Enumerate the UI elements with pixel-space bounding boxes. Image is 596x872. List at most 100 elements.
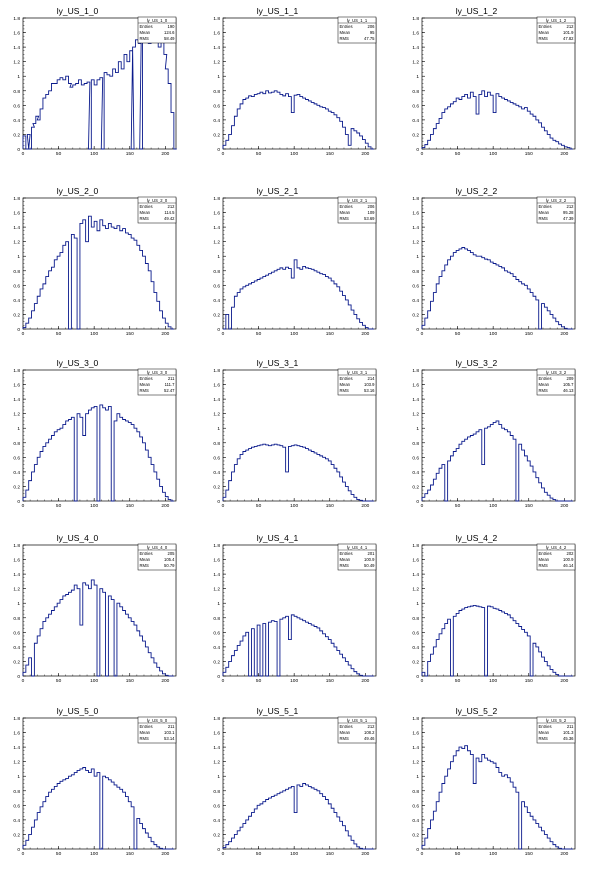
x-tick-label: 100 — [489, 851, 497, 857]
stats-box-frame — [137, 716, 177, 744]
stats-value: 95 — [370, 30, 375, 35]
stats-value: 105.7 — [563, 382, 574, 387]
x-tick-label: 150 — [126, 503, 134, 509]
y-tick-label: 1.4 — [213, 572, 220, 578]
histogram-series — [421, 745, 573, 850]
stats-name: ly_US_2_0 — [147, 198, 168, 203]
stats-value: 53.14 — [164, 736, 175, 741]
y-tick-label: 1.2 — [412, 412, 419, 418]
x-tick-label: 200 — [560, 503, 568, 509]
stats-label: RMS — [340, 36, 350, 41]
histogram-panel: ly_US_3_0 0 0.2 0.4 0.6 0.8 1 1.2 1.4 1.6 1.8 0 50 10… — [13, 358, 177, 509]
y-tick-label: 0 — [17, 327, 20, 333]
stats-label: RMS — [539, 563, 549, 568]
x-tick-label: 0 — [421, 503, 424, 509]
y-tick-label: 1.6 — [13, 31, 20, 37]
y-tick-label: 1 — [17, 254, 20, 260]
stats-box-frame — [137, 16, 177, 44]
y-tick-label: 1.8 — [213, 543, 220, 549]
stats-value: 211 — [567, 724, 574, 729]
x-tick-label: 50 — [256, 503, 262, 509]
y-tick-label: 1 — [416, 426, 419, 432]
y-tick-label: 0 — [416, 674, 419, 680]
panel-title: ly_US_4_1 — [257, 533, 299, 543]
y-tick-label: 1.8 — [412, 196, 419, 202]
y-tick-label: 0.2 — [213, 132, 220, 138]
y-tick-label: 1.8 — [13, 543, 20, 549]
x-tick-label: 100 — [489, 331, 497, 337]
stats-name: ly_US_2_2 — [546, 198, 567, 203]
histogram-series — [22, 404, 174, 502]
stats-box-frame — [337, 543, 377, 571]
y-tick-label: 0.8 — [412, 616, 419, 622]
y-tick-label: 1.8 — [213, 196, 220, 202]
y-tick-label: 1.6 — [13, 383, 20, 389]
stats-value: 50.79 — [164, 563, 175, 568]
panel-title: ly_US_3_0 — [57, 358, 99, 368]
y-tick-label: 1.8 — [213, 716, 220, 722]
stats-box-frame — [137, 543, 177, 571]
y-tick-label: 0 — [217, 499, 220, 505]
y-tick-label: 1 — [416, 74, 419, 80]
stats-value: 58.49 — [164, 36, 175, 41]
stats-box-frame — [337, 716, 377, 744]
histogram-panel: ly_US_4_0 0 0.2 0.4 0.6 0.8 1 1.2 1.4 1.6 1.8 0 50 10… — [13, 533, 177, 684]
y-tick-label: 1.4 — [13, 225, 20, 231]
x-tick-label: 200 — [560, 678, 568, 684]
stats-label: Mean — [340, 30, 351, 35]
x-tick-label: 150 — [126, 151, 134, 157]
histogram-series — [421, 420, 573, 502]
y-tick-label: 1.6 — [412, 558, 419, 564]
y-tick-label: 0.8 — [13, 441, 20, 447]
panel-title: ly_US_2_0 — [57, 186, 99, 196]
y-tick-label: 1.4 — [13, 397, 20, 403]
y-tick-label: 1.2 — [13, 60, 20, 66]
stats-value: 212 — [567, 24, 575, 29]
x-tick-label: 0 — [22, 151, 25, 157]
x-tick-label: 50 — [56, 678, 62, 684]
histogram-panel: ly_US_3_1 0 0.2 0.4 0.6 0.8 1 1.2 1.4 1.6 1.8 0 50 10… — [213, 358, 377, 509]
stats-label: RMS — [340, 563, 350, 568]
histogram-panel: ly_US_2_0 0 0.2 0.4 0.6 0.8 1 1.2 1.4 1.6 1.8 0 50 10… — [13, 186, 177, 337]
stats-value: 114.5 — [164, 210, 175, 215]
stats-label: RMS — [539, 216, 549, 221]
y-tick-label: 0.2 — [213, 832, 220, 838]
stats-label: Mean — [140, 730, 151, 735]
stats-value: 209 — [567, 376, 575, 381]
y-tick-label: 1.2 — [213, 760, 220, 766]
stats-label: Mean — [140, 210, 151, 215]
panel-title: ly_US_1_2 — [456, 6, 498, 16]
y-tick-label: 0.4 — [213, 298, 220, 304]
stats-box-frame — [137, 196, 177, 224]
x-tick-label: 150 — [525, 851, 533, 857]
y-tick-label: 1.4 — [412, 45, 419, 51]
stats-name: ly_US_1_2 — [546, 18, 567, 23]
x-tick-label: 100 — [290, 151, 298, 157]
y-tick-label: 0.6 — [213, 103, 220, 109]
stats-value: 100.9 — [364, 557, 375, 562]
y-tick-label: 1.6 — [412, 383, 419, 389]
y-tick-label: 1.6 — [213, 383, 220, 389]
y-tick-label: 1.8 — [13, 16, 20, 22]
x-tick-label: 50 — [455, 678, 461, 684]
stats-value: 47.82 — [563, 36, 574, 41]
stats-label: RMS — [539, 736, 549, 741]
stats-label: Entries — [140, 724, 153, 729]
stats-label: Entries — [539, 24, 552, 29]
x-tick-label: 150 — [126, 331, 134, 337]
stats-label: RMS — [340, 736, 350, 741]
y-tick-label: 1.2 — [412, 60, 419, 66]
stats-value: 201 — [368, 551, 376, 556]
y-tick-label: 0.2 — [13, 484, 20, 490]
stats-label: Entries — [340, 551, 353, 556]
stats-label: RMS — [340, 388, 350, 393]
stats-label: Entries — [539, 724, 552, 729]
stats-label: Mean — [539, 557, 550, 562]
x-tick-label: 100 — [90, 503, 98, 509]
y-tick-label: 0.8 — [412, 269, 419, 275]
y-tick-label: 0.6 — [213, 455, 220, 461]
y-tick-label: 1.6 — [13, 731, 20, 737]
y-tick-label: 0.8 — [213, 89, 220, 95]
